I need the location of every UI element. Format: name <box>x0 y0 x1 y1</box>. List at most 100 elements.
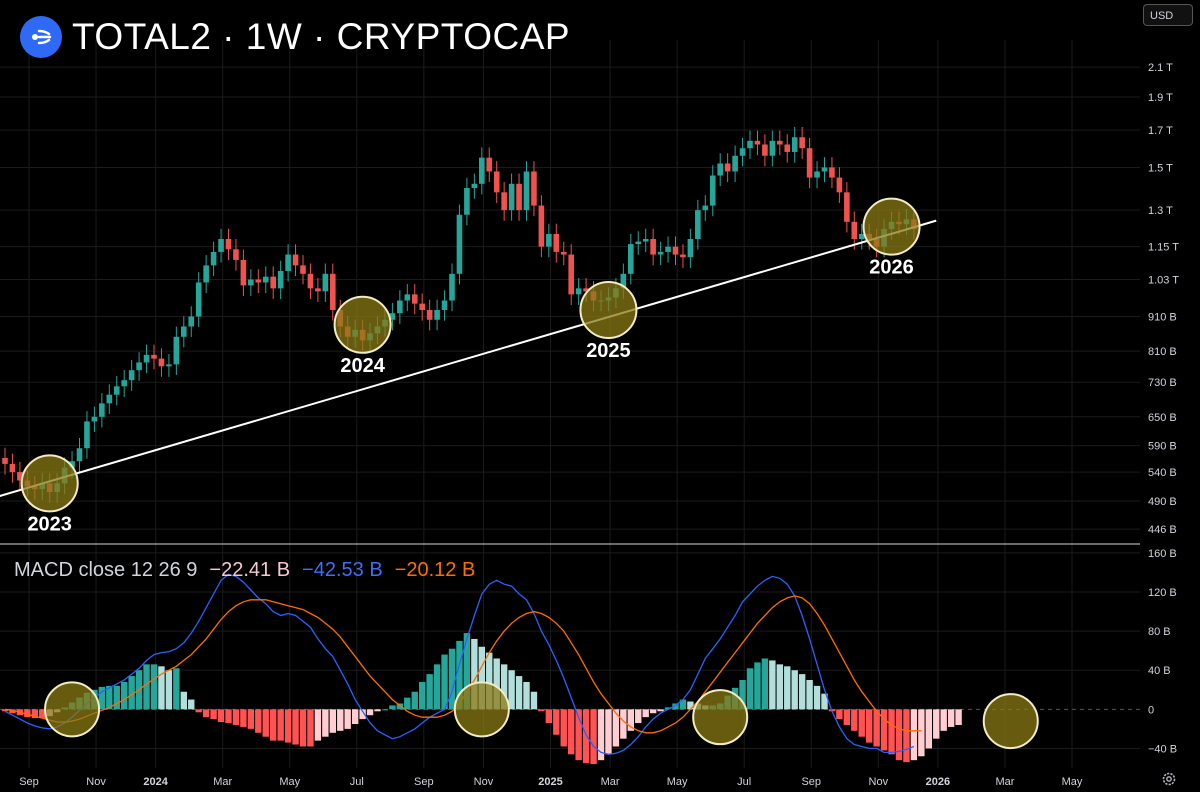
candle-body <box>17 472 23 481</box>
price-axis-label: 1.3 T <box>1148 205 1173 217</box>
candle-body <box>739 148 746 156</box>
year-label: 2023 <box>27 513 72 535</box>
candle-body <box>635 241 642 245</box>
macd-histogram-bar <box>679 699 687 710</box>
macd-histogram-bar <box>471 638 478 710</box>
macd-histogram-bar <box>873 709 880 747</box>
candle-body <box>560 251 567 255</box>
candle-body <box>464 188 470 215</box>
candle-body <box>695 210 701 239</box>
candle-body <box>262 276 269 283</box>
year-annotations: 2023 2024 2025 2026 <box>20 197 921 535</box>
macd-histogram-bar <box>344 709 351 729</box>
macd-histogram-bar <box>500 664 508 710</box>
macd-histogram-bar <box>851 709 858 731</box>
macd-histogram-bar <box>895 709 903 761</box>
macd-histogram-bar <box>202 709 210 718</box>
macd-histogram-bar <box>307 709 314 747</box>
macd-histogram-bar <box>813 685 821 710</box>
support-trendline <box>0 219 937 497</box>
macd-histogram-bar <box>791 670 798 710</box>
candle-body <box>113 386 120 395</box>
candle-body <box>732 155 738 172</box>
candle-body <box>99 403 105 417</box>
price-axis-label: 2.1 T <box>1148 62 1173 74</box>
macd-histogram-bar <box>143 664 150 710</box>
macd-histogram-bar <box>1 709 9 712</box>
candle-body <box>151 354 157 359</box>
macd-axis-label: 40 B <box>1148 665 1171 677</box>
macd-histogram-bar <box>947 709 955 727</box>
gear-icon[interactable] <box>1161 771 1177 787</box>
macd-histogram-bar <box>635 709 642 724</box>
candle-body <box>486 157 493 172</box>
macd-axis-label: 80 B <box>1148 626 1171 638</box>
candle-body <box>389 313 396 320</box>
time-axis-label: Nov <box>474 776 494 788</box>
price-axis-label: 910 B <box>1148 311 1177 323</box>
candle-body <box>672 246 679 255</box>
candle-body <box>188 316 195 327</box>
macd-histogram-bar <box>687 701 694 710</box>
candle-body <box>9 463 16 473</box>
candle-body <box>330 273 336 310</box>
macd-histogram-bar <box>888 709 895 755</box>
macd-legend-macd: −42.53 B <box>302 559 383 581</box>
macd-histogram-bar <box>113 685 120 710</box>
candle-body <box>173 336 180 365</box>
candle-body <box>128 370 135 381</box>
time-axis-label: Mar <box>995 776 1014 788</box>
candle-body <box>747 140 753 149</box>
candle-body <box>508 183 515 211</box>
candle-body <box>285 254 291 271</box>
candle-body <box>248 279 254 286</box>
price-axis-label: 590 B <box>1148 441 1177 453</box>
candle-body <box>814 171 820 178</box>
candle-body <box>791 137 798 152</box>
macd-histogram-bar <box>404 697 411 710</box>
candle-body <box>523 171 530 211</box>
macd-histogram-bar <box>433 664 441 710</box>
macd-histogram-bar <box>776 664 783 710</box>
macd-histogram-bar <box>746 668 754 710</box>
macd-histogram-bar <box>553 709 560 735</box>
candle-body <box>158 358 165 367</box>
macd-histogram-bar <box>351 709 359 724</box>
candle-body <box>2 458 8 464</box>
price-axis-label: 446 B <box>1148 524 1177 536</box>
candle-body <box>762 144 768 156</box>
macd-histogram-bar <box>642 709 649 718</box>
macd-histogram-bar <box>381 709 389 711</box>
macd-histogram-bar <box>255 709 262 733</box>
candle-body <box>583 288 589 292</box>
macd-histogram-bar <box>933 709 940 739</box>
candle-body <box>270 276 276 289</box>
candle-body <box>650 238 656 255</box>
candle-body <box>702 205 709 211</box>
candle-body <box>136 362 142 371</box>
candle-body <box>799 137 805 149</box>
macd-histogram-bar <box>173 668 180 710</box>
time-axis-label: Jul <box>350 776 364 788</box>
candle-body <box>397 300 403 314</box>
candle-body <box>411 294 418 304</box>
price-axis-label: 730 B <box>1148 377 1177 389</box>
candle-body <box>628 244 634 274</box>
candle-body <box>91 416 98 422</box>
candle-body <box>724 163 731 172</box>
macd-histogram-bar <box>627 709 634 731</box>
currency-selector[interactable]: USD <box>1143 4 1193 26</box>
price-axis-label: 810 B <box>1148 346 1177 358</box>
candle-body <box>471 183 478 189</box>
candle-body <box>166 364 172 367</box>
macd-histogram-bar <box>761 658 769 710</box>
macd-histogram-bar <box>754 662 761 710</box>
candle-body <box>709 175 716 206</box>
candle-body <box>687 238 694 258</box>
macd-histogram-bar <box>843 709 851 725</box>
highlight-circle <box>579 280 638 339</box>
macd-histogram-bar <box>918 709 925 757</box>
macd-legend-label: MACD close 12 26 9 <box>14 559 198 581</box>
time-axis-label: Mar <box>213 776 232 788</box>
